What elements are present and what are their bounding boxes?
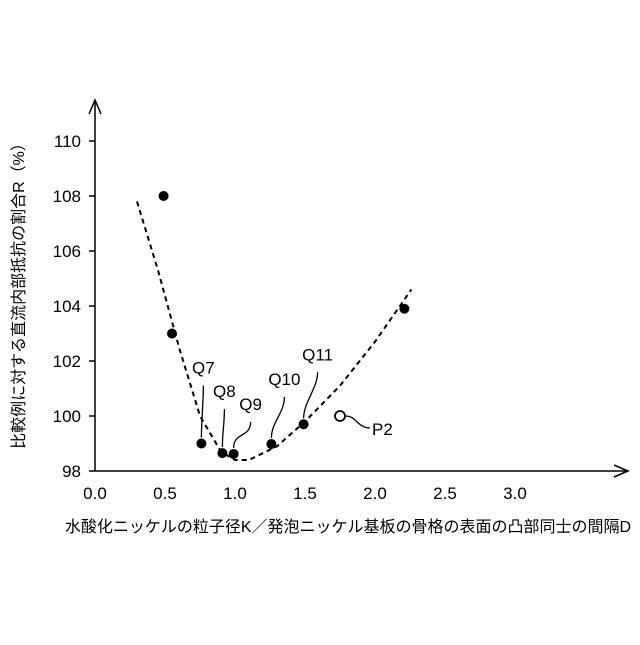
x-axis-label: 水酸化ニッケルの粒子径K／発泡ニッケル基板の骨格の表面の凸部同士の間隔D xyxy=(65,518,631,536)
y-tick-label: 98 xyxy=(62,462,81,481)
data-point xyxy=(299,419,309,429)
page: 水酸化ニッケルの粒子径K／発泡ニッケル基板の骨格の表面の凸部同士の間隔D 比較例… xyxy=(0,0,640,645)
chart: 水酸化ニッケルの粒子径K／発泡ニッケル基板の骨格の表面の凸部同士の間隔D 比較例… xyxy=(0,0,640,640)
y-tick-label: 106 xyxy=(53,242,81,261)
point-label: Q9 xyxy=(239,395,262,414)
x-tick-label: 1.5 xyxy=(293,484,317,503)
y-tick-label: 100 xyxy=(53,407,81,426)
y-axis-label: 比較例に対する直流内部抵抗の割合R（%） xyxy=(10,135,28,449)
x-tick-label: 0.0 xyxy=(83,484,107,503)
data-point xyxy=(266,439,276,449)
leader-line xyxy=(346,416,370,428)
point-label: Q10 xyxy=(268,370,300,389)
y-tick-label: 108 xyxy=(53,187,81,206)
data-point xyxy=(399,304,409,314)
x-tick-label: 2.0 xyxy=(363,484,387,503)
leader-line xyxy=(201,386,203,438)
data-point xyxy=(229,449,239,459)
y-tick-label: 110 xyxy=(54,132,81,151)
leader-line xyxy=(234,422,251,448)
point-label: Q11 xyxy=(302,345,333,364)
data-point xyxy=(167,329,177,339)
leader-line xyxy=(222,409,224,447)
fit-curve xyxy=(137,202,411,461)
x-tick-label: 3.0 xyxy=(503,484,527,503)
point-label: Q8 xyxy=(213,382,236,401)
x-tick-label: 1.0 xyxy=(223,484,247,503)
y-tick-label: 104 xyxy=(53,297,81,316)
reference-point xyxy=(335,411,345,421)
y-tick-label: 102 xyxy=(53,352,81,371)
reference-label: P2 xyxy=(372,420,393,439)
data-point xyxy=(159,191,169,201)
x-tick-label: 2.5 xyxy=(433,484,457,503)
leader-line xyxy=(271,397,284,438)
x-tick-label: 0.5 xyxy=(153,484,177,503)
data-point xyxy=(196,439,206,449)
point-label: Q7 xyxy=(192,359,215,378)
data-point xyxy=(217,448,227,458)
